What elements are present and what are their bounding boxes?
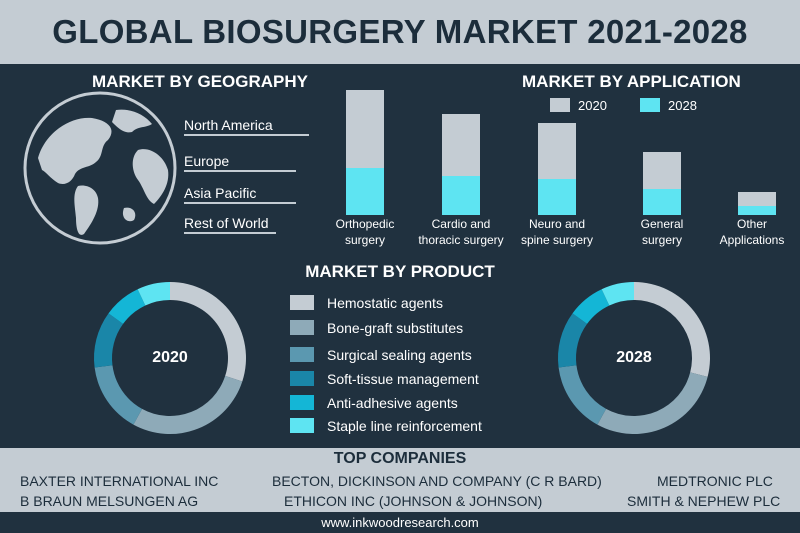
globe-icon <box>23 91 177 245</box>
legend-label-anti-adhesive: Anti-adhesive agents <box>327 395 458 411</box>
category-label-0: Orthopedic surgery <box>335 217 395 247</box>
bar-2028-4 <box>738 206 776 215</box>
category-label-1: Cardio and thoracic surgery <box>418 217 504 247</box>
company-braun: B BRAUN MELSUNGEN AG <box>20 493 199 509</box>
region-asia-pacific: Asia Pacific <box>184 185 257 201</box>
legend-swatch-anti-adhesive <box>290 395 314 410</box>
legend-label-bone-graft: Bone-graft substitutes <box>327 320 464 336</box>
bar-2028-0 <box>346 168 384 215</box>
donut-2028-slice-1 <box>597 372 708 434</box>
region-rule <box>184 232 276 234</box>
region-north-america: North America <box>184 117 273 133</box>
legend-swatch-soft-tissue <box>290 371 314 386</box>
donut-center-2028: 2028 <box>616 349 652 366</box>
donut-2028-slice-5 <box>601 282 634 306</box>
application-bar-chart <box>346 90 776 215</box>
donut-2020-slice-3 <box>94 313 124 368</box>
bar-2028-1 <box>442 176 480 215</box>
legend-swatch-2020 <box>550 98 570 112</box>
region-rule <box>184 170 296 172</box>
company-baxter: BAXTER INTERNATIONAL INC <box>20 473 219 489</box>
legend-swatch-staple-line <box>290 418 314 433</box>
legend-label-soft-tissue: Soft-tissue management <box>327 371 479 387</box>
donut-2028-slice-4 <box>572 289 610 324</box>
bar-2028-2 <box>538 179 576 215</box>
donut-chart-2020 <box>94 282 246 434</box>
product-heading: MARKET BY PRODUCT <box>305 262 495 281</box>
legend-label-2020: 2020 <box>578 98 607 113</box>
legend-swatch-2028 <box>640 98 660 112</box>
category-label-3: General surgery <box>640 217 684 247</box>
donut-2020-slice-1 <box>133 375 243 434</box>
donut-2020-slice-4 <box>108 289 146 324</box>
companies-band <box>0 448 800 512</box>
region-rest-of-world: Rest of World <box>184 215 269 231</box>
legend-label-2028: 2028 <box>668 98 697 113</box>
legend-label-surgical-sealing: Surgical sealing agents <box>327 347 472 363</box>
legend-label-staple-line: Staple line reinforcement <box>327 418 482 434</box>
donut-2020-slice-0 <box>170 282 246 382</box>
company-ethicon: ETHICON INC (JOHNSON & JOHNSON) <box>284 493 543 509</box>
legend-swatch-surgical-sealing <box>290 347 314 362</box>
region-rule <box>184 134 309 136</box>
category-label-4: Other Applications <box>719 217 785 247</box>
donut-2020-slice-5 <box>137 282 170 306</box>
application-heading: MARKET BY APPLICATION <box>522 72 741 91</box>
region-rule <box>184 202 296 204</box>
bar-2028-3 <box>643 189 681 215</box>
bar-category-labels: Orthopedic surgery Cardio and thoracic su… <box>320 216 800 250</box>
legend-label-hemostatic: Hemostatic agents <box>327 295 443 311</box>
geography-heading: MARKET BY GEOGRAPHY <box>92 72 308 91</box>
company-becton: BECTON, DICKINSON AND COMPANY (C R BARD) <box>272 473 602 489</box>
company-smith-nephew: SMITH & NEPHEW PLC <box>627 493 781 509</box>
company-medtronic: MEDTRONIC PLC <box>657 473 773 489</box>
page-title: GLOBAL BIOSURGERY MARKET 2021-2028 <box>52 13 748 50</box>
legend-swatch-bone-graft <box>290 320 314 335</box>
donut-2028-slice-2 <box>558 365 607 425</box>
donut-2020-slice-2 <box>94 365 143 425</box>
donut-2028-slice-0 <box>634 282 710 377</box>
footer-url: www.inkwoodresearch.com <box>321 515 479 530</box>
title-band <box>0 0 800 64</box>
donut-chart-2028 <box>558 282 710 434</box>
region-europe: Europe <box>184 153 230 169</box>
donut-center-2020: 2020 <box>152 349 188 366</box>
legend-swatch-hemostatic <box>290 295 314 310</box>
top-companies-heading: TOP COMPANIES <box>333 450 467 467</box>
donut-2028-slice-3 <box>558 313 588 368</box>
category-label-2: Neuro and spine surgery <box>520 217 594 247</box>
